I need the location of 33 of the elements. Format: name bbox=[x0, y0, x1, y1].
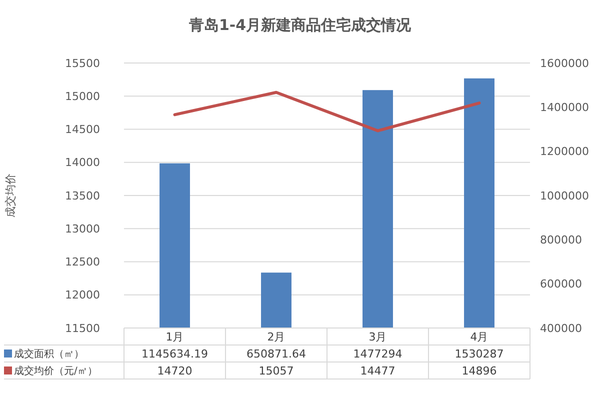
y2-tick-label: 1000000 bbox=[540, 189, 589, 202]
x-tick-label: 2月 bbox=[267, 330, 286, 344]
x-tick-label: 4月 bbox=[470, 330, 488, 344]
data-label: 1145634.19 bbox=[142, 347, 208, 360]
data-label: 1477294 bbox=[353, 347, 402, 360]
y-tick-label: 13000 bbox=[65, 222, 100, 236]
line-series bbox=[173, 90, 481, 132]
x-tick-label: 3月 bbox=[368, 330, 387, 344]
y-tick-label: 12000 bbox=[65, 288, 100, 302]
y-tick-label: 13500 bbox=[65, 189, 100, 202]
y2-tick-label: 400000 bbox=[540, 322, 582, 335]
legend-label: 成交面积（㎡） bbox=[14, 348, 84, 360]
data-label: 1530287 bbox=[454, 347, 504, 360]
data-label: 14720 bbox=[157, 364, 192, 378]
y2-tick-label: 600000 bbox=[540, 278, 582, 291]
chart-title: 青岛1-4月新建商品住宅成交情况 bbox=[188, 16, 412, 34]
y2-tick-label: 800000 bbox=[540, 234, 582, 247]
y-tick-label: 11500 bbox=[65, 322, 100, 335]
y-tick-label: 14500 bbox=[65, 123, 100, 136]
x-tick-label: 1月 bbox=[166, 330, 184, 344]
data-label: 14477 bbox=[360, 364, 396, 378]
data-label: 650871.64 bbox=[246, 347, 306, 360]
y-tick-label: 12500 bbox=[65, 256, 100, 269]
y-tick-label: 15500 bbox=[65, 56, 100, 70]
y2-tick-label: 1600000 bbox=[540, 56, 589, 70]
y-tick-label: 15000 bbox=[65, 90, 100, 103]
data-label: 14896 bbox=[462, 364, 497, 378]
data-label: 15057 bbox=[258, 364, 294, 378]
y-axis-title: 成交均价 bbox=[4, 174, 17, 218]
legend-label: 成交均价（元/㎡） bbox=[14, 365, 98, 377]
y2-tick-label: 1400000 bbox=[540, 101, 589, 114]
y2-tick-label: 1200000 bbox=[540, 145, 589, 158]
y-tick-label: 14000 bbox=[65, 156, 100, 170]
